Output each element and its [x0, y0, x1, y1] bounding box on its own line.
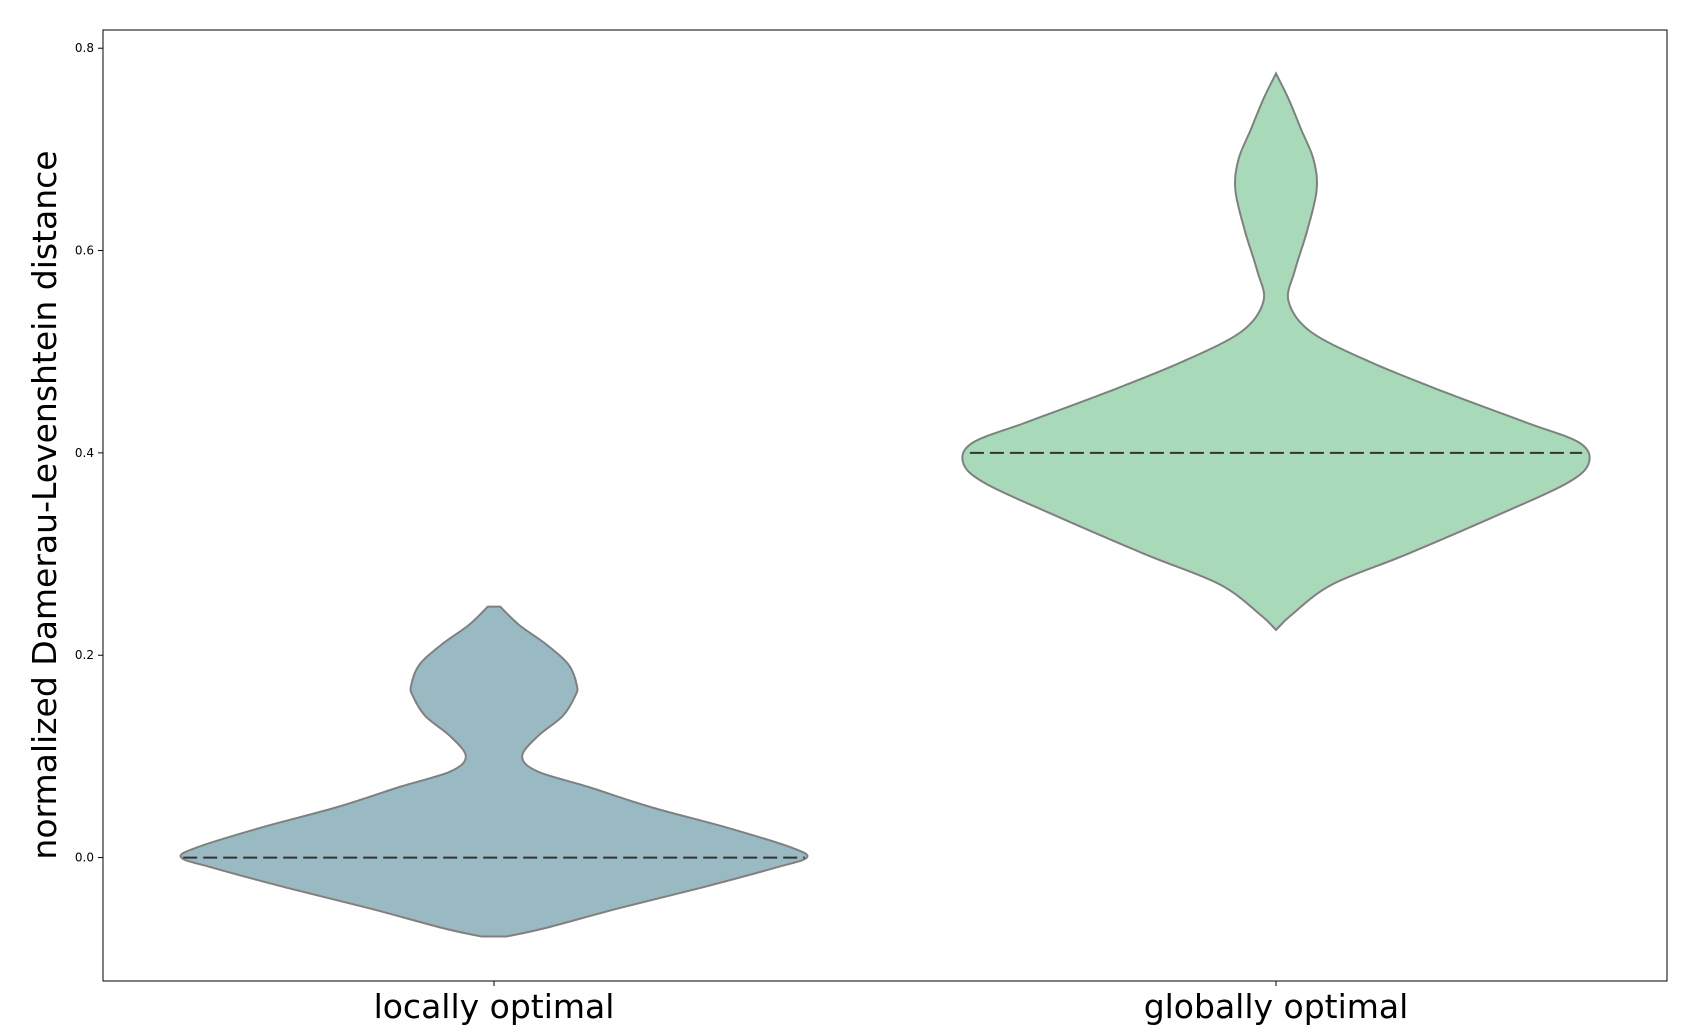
median-lines — [183, 451, 1583, 859]
plot-frame — [102, 29, 1668, 982]
y-tick-label: 0.6 — [75, 244, 94, 258]
y-tick-label: 0.4 — [75, 446, 94, 460]
x-axis-ticks: locally optimal globally optimal — [374, 981, 1409, 1026]
y-axis-label: normalized Damerau-Levenshtein distance — [25, 150, 64, 859]
x-tick-label-globally-optimal: globally optimal — [1144, 987, 1409, 1026]
y-tick-label: 0.0 — [75, 851, 94, 865]
y-tick-label: 0.2 — [75, 648, 94, 662]
y-axis-ticks: 0.0 0.2 0.4 0.6 0.8 — [75, 41, 103, 865]
x-tick-label-locally-optimal: locally optimal — [374, 987, 615, 1026]
violin-group — [179, 71, 1591, 938]
violin-globally-optimal — [961, 71, 1591, 632]
y-tick-label: 0.8 — [75, 41, 94, 55]
violin-locally-optimal — [179, 605, 809, 938]
